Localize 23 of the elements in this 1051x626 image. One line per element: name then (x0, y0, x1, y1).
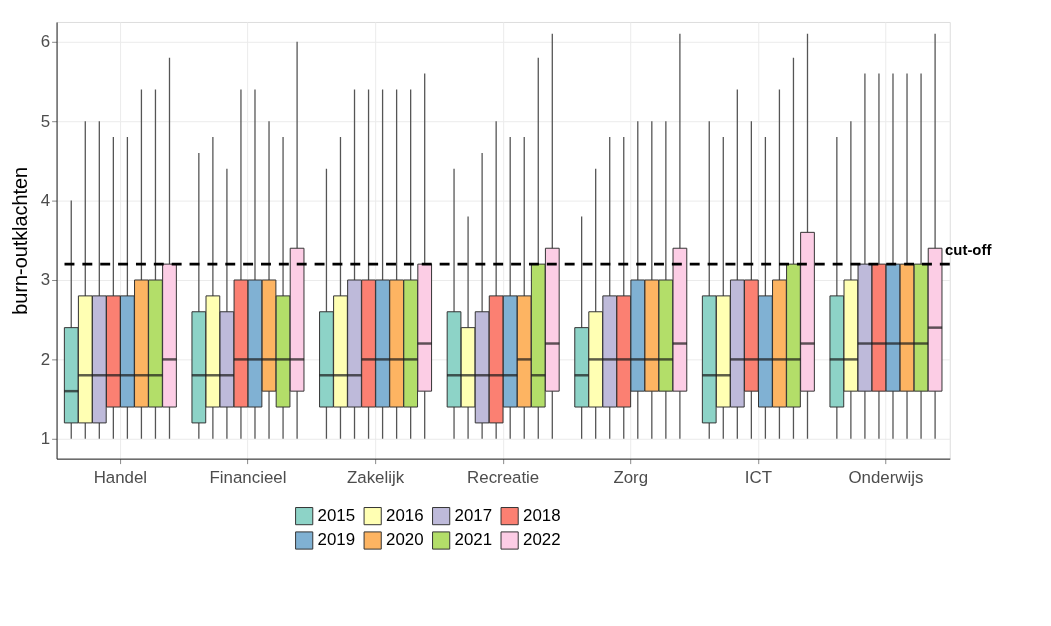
y-tick-label: 2 (40, 349, 51, 369)
y-tick-label: 1 (40, 429, 51, 449)
x-tick-label: Zakelijk (346, 467, 405, 487)
legend-label: 2021 (454, 530, 493, 550)
x-tick-label: ICT (744, 467, 772, 487)
ref-line-label: cut-off (945, 242, 992, 259)
x-tick-label: Financieel (209, 467, 287, 487)
legend-label: 2017 (454, 506, 493, 526)
x-tick-label: Onderwijs (848, 467, 924, 487)
legend-label: 2016 (386, 506, 424, 526)
legend-label: 2018 (523, 506, 561, 526)
legend-label: 2022 (523, 530, 561, 550)
legend-label: 2015 (317, 506, 356, 526)
y-tick-label: 5 (40, 111, 51, 131)
y-tick-label: 3 (40, 270, 51, 290)
x-tick-label: Recreatie (467, 467, 540, 487)
y-axis-title: burn-outklachten (8, 166, 31, 315)
x-tick-label: Zorg (613, 467, 649, 487)
legend-label: 2020 (386, 530, 424, 550)
legend-label: 2019 (317, 530, 356, 550)
y-tick-label: 6 (40, 32, 51, 52)
x-tick-label: Handel (93, 467, 148, 487)
y-tick-label: 4 (40, 191, 51, 211)
